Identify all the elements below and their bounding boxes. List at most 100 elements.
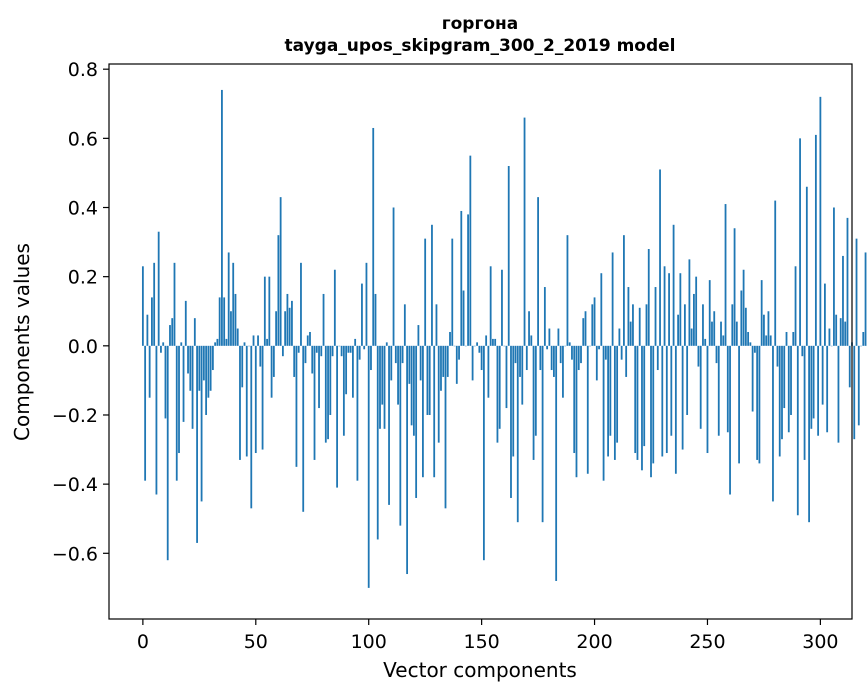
bar [575,345,578,478]
bar [855,238,858,346]
bar [277,235,280,346]
bar [602,345,605,481]
bar [284,311,287,346]
bar [683,304,686,346]
bar [756,345,759,460]
bar [568,342,571,346]
bar [749,342,752,346]
bar [801,345,804,357]
bar [514,345,517,364]
bar [480,345,483,371]
bar [437,345,440,443]
bar [200,345,203,502]
bar [322,293,325,346]
bar [528,311,530,346]
bar [742,269,745,346]
bar [656,345,659,371]
bar [352,345,354,398]
bar [227,252,230,346]
bar [209,345,212,391]
bar [223,297,226,346]
bar [663,266,666,346]
bar [577,345,580,371]
bar [478,345,481,353]
bar [329,345,332,415]
bar [774,200,777,346]
bar [510,345,512,498]
bar [390,345,393,381]
bar [304,345,307,364]
bar [279,197,282,346]
bar [593,297,596,346]
y-tick-label: 0.0 [68,336,98,358]
y-tick-label: −0.6 [52,543,98,565]
bar [555,345,558,581]
bar [180,342,183,346]
bar [817,345,820,436]
bar [821,345,824,405]
bar [162,342,165,346]
bar [760,280,763,346]
bar [261,345,264,450]
bar [772,345,774,502]
bar [221,89,223,346]
bar [819,96,822,346]
bar [300,262,302,346]
bar [259,345,262,367]
bar [178,345,180,454]
bar [783,345,786,409]
bar [582,318,585,346]
bar [367,345,370,588]
bar [753,345,756,353]
bar [740,290,743,346]
bar [417,325,420,346]
bar [505,345,508,409]
bar [776,345,779,367]
bar [729,345,731,495]
bar [313,345,316,460]
bar [141,266,144,346]
bar [781,345,783,440]
bar [546,345,549,350]
bar [383,345,386,429]
bar [792,331,795,346]
bar [674,345,677,474]
bar [530,335,533,346]
bar [665,345,668,454]
y-tick-label: 0.4 [68,198,98,220]
bar [327,345,329,440]
bar [243,342,246,346]
bar [428,345,431,415]
bar [433,345,436,478]
bar [516,345,519,523]
bar [467,214,469,346]
bar [794,266,797,346]
bar [376,345,379,540]
y-tick-label: −0.2 [52,405,98,427]
bar [444,345,447,509]
x-tick-label: 0 [137,631,149,653]
bar [591,304,594,346]
bar [824,283,826,346]
bar [458,345,460,360]
bar [537,197,539,346]
bar [636,345,639,460]
bar [381,345,384,405]
bar [372,127,375,346]
bar [566,235,569,346]
bar [169,325,171,346]
bar [431,224,433,346]
bar [239,345,241,460]
bar [769,335,772,346]
bar [333,269,336,346]
bar [828,328,831,346]
bar [846,217,849,346]
bar [618,328,621,346]
bar [494,338,497,346]
bar [812,345,815,419]
bar [562,345,564,398]
bar [521,345,524,405]
bar [720,321,722,346]
bar [306,335,309,346]
bar [842,255,844,346]
